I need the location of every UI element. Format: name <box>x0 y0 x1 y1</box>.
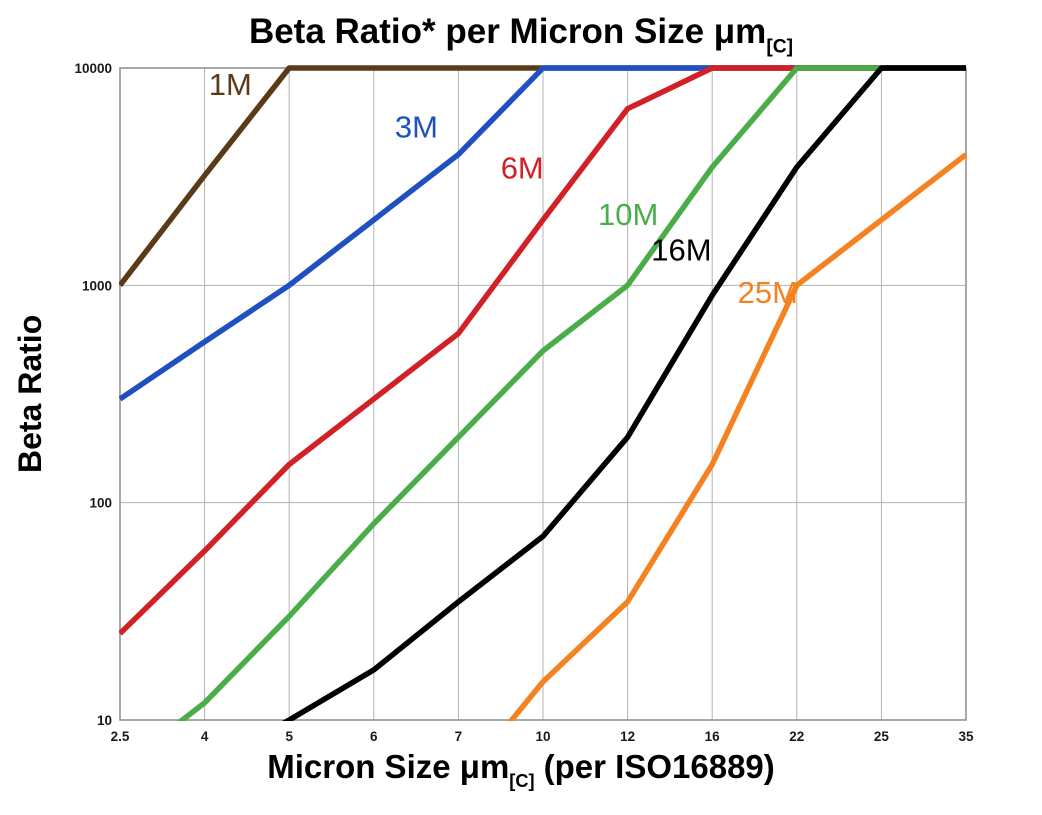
series-label-3M: 3M <box>395 109 438 144</box>
x-axis-title-main: Micron Size μm <box>267 748 510 785</box>
series-label-6M: 6M <box>501 151 544 186</box>
series-label-25M: 25M <box>738 275 798 310</box>
x-tick-label: 4 <box>201 729 209 744</box>
series-lines <box>119 65 967 721</box>
y-tick-label: 10000 <box>74 61 112 76</box>
series-label-16M: 16M <box>651 233 711 268</box>
series-line-25M <box>507 152 967 721</box>
series-label-1M: 1M <box>209 67 252 102</box>
y-tick-label: 10 <box>97 713 112 728</box>
chart-title-subscript: [C] <box>766 36 794 58</box>
y-tick-label: 100 <box>89 496 112 511</box>
x-tick-label: 10 <box>535 729 550 744</box>
x-tick-label: 25 <box>874 729 890 744</box>
x-tick-label: 6 <box>370 729 378 744</box>
x-tick-label: 16 <box>705 729 721 744</box>
x-tick-label: 12 <box>620 729 635 744</box>
chart-title-main: Beta Ratio* per Micron Size μm <box>248 12 767 51</box>
x-tick-label: 22 <box>789 729 804 744</box>
x-axis-title-subscript: [C] <box>509 771 535 792</box>
series-line-10M <box>176 65 966 721</box>
x-axis-title: Micron Size μm[C] (per ISO16889) <box>0 748 1042 792</box>
y-tick-label: 1000 <box>82 278 112 293</box>
series-label-10M: 10M <box>598 197 658 232</box>
chart-title: Beta Ratio* per Micron Size μm[C] <box>0 12 1042 59</box>
x-tick-label: 35 <box>958 729 974 744</box>
x-tick-label: 5 <box>285 729 293 744</box>
x-tick-label: 7 <box>455 729 463 744</box>
x-tick-label: 2.5 <box>111 729 130 744</box>
series-line-16M <box>281 65 966 721</box>
x-axis-title-suffix: (per ISO16889) <box>534 748 775 785</box>
